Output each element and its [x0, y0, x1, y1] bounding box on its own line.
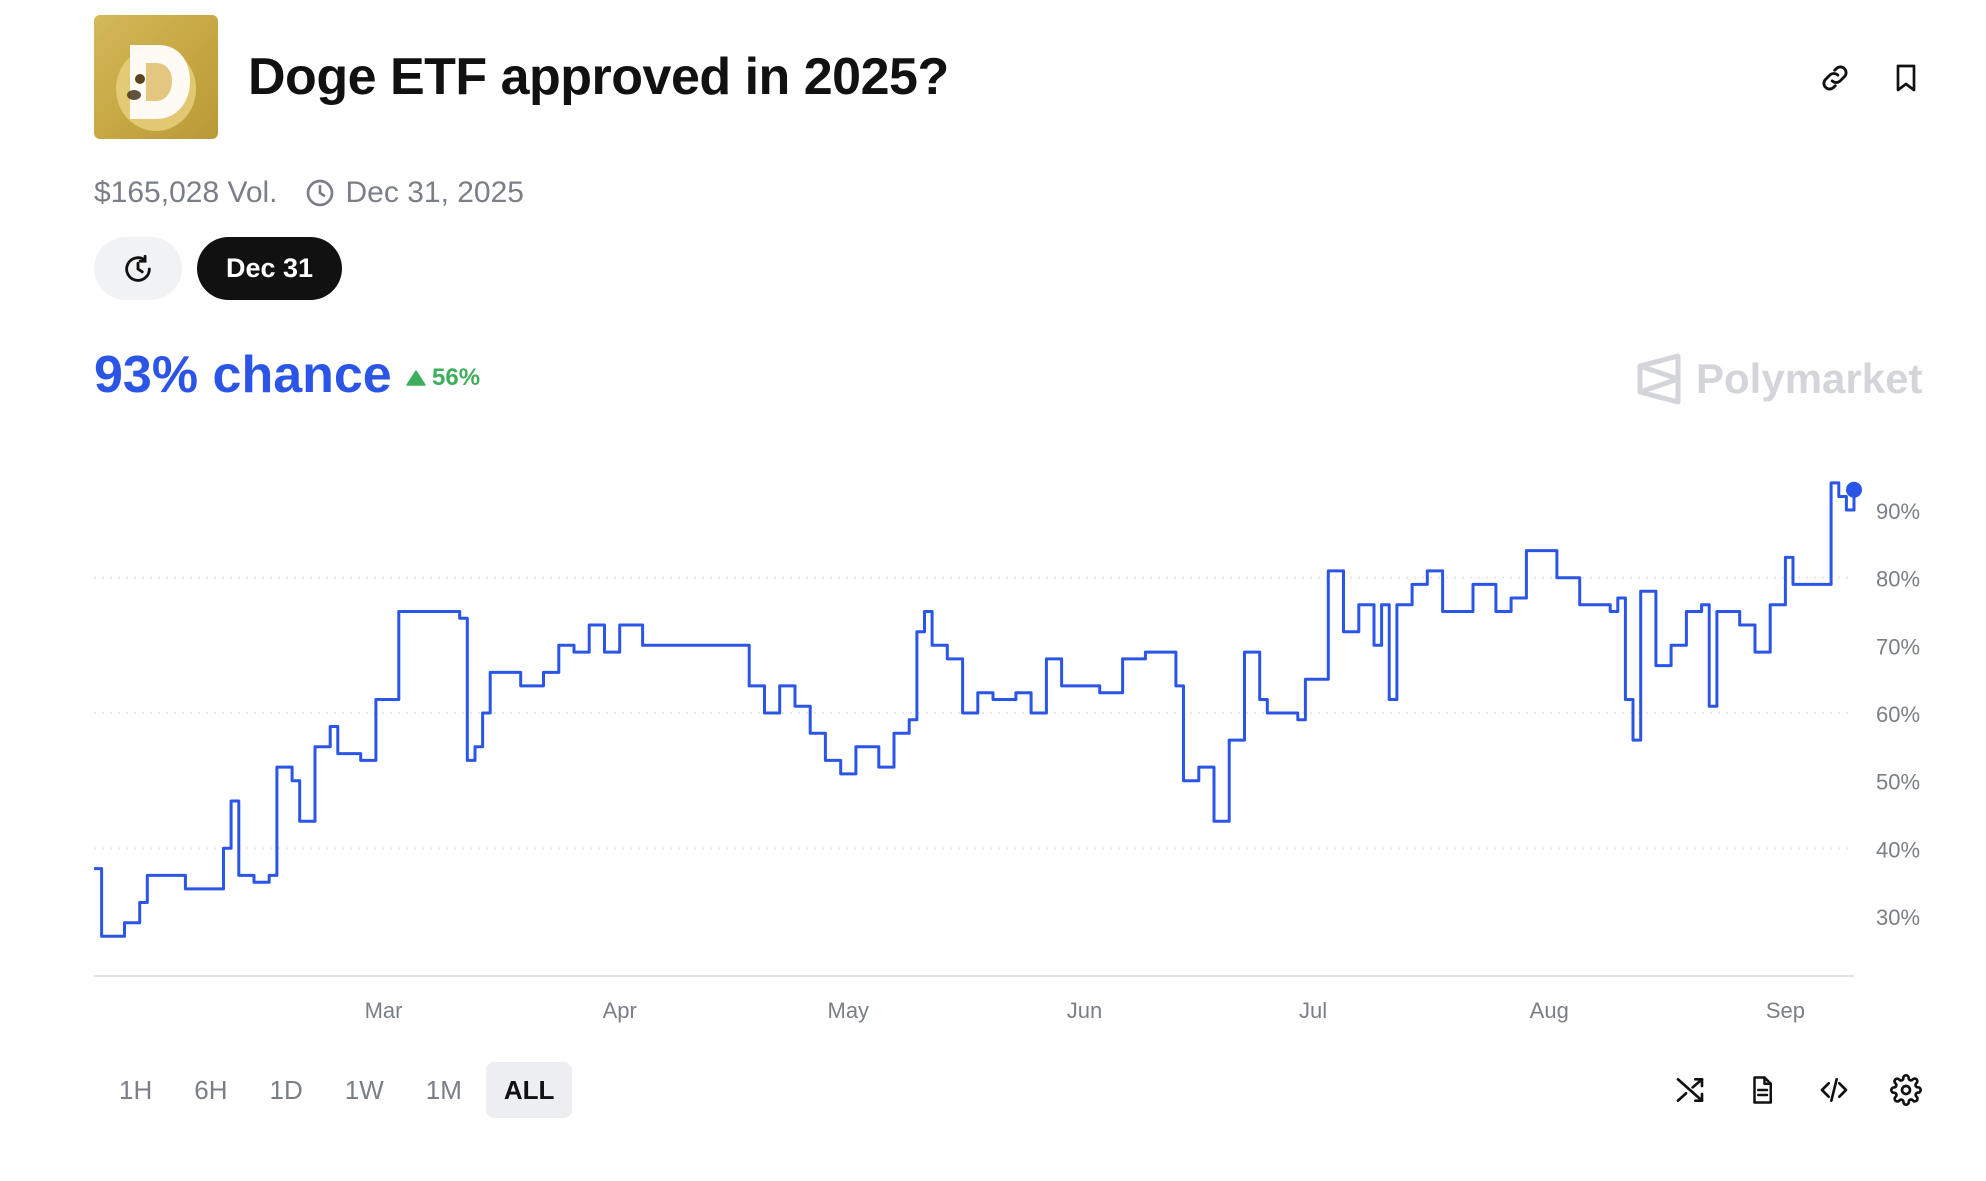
bookmark-button[interactable] [1884, 56, 1928, 100]
volume-label: $165,028 Vol. [94, 176, 278, 209]
x-tick-label: Mar [365, 998, 403, 1023]
date-pill-dec-31[interactable]: Dec 31 [197, 237, 342, 300]
range-6h[interactable]: 6H [194, 1074, 228, 1105]
range-1w[interactable]: 1W [344, 1074, 384, 1105]
x-tick-label: Apr [603, 998, 637, 1023]
range-selector: 1H 6H 1D 1W 1M ALL [101, 1062, 578, 1118]
brand-name: Polymarket [1696, 355, 1923, 402]
document-button[interactable] [1740, 1068, 1784, 1112]
y-tick-label: 30% [1876, 905, 1920, 930]
gear-icon [1890, 1074, 1922, 1106]
x-tick-label: May [828, 998, 870, 1023]
chance-change-value: 56% [432, 364, 481, 391]
range-1m[interactable]: 1M [425, 1074, 462, 1105]
x-tick-label: Aug [1530, 998, 1569, 1023]
x-tick-label: Sep [1766, 998, 1805, 1023]
range-1d[interactable]: 1D [269, 1074, 303, 1105]
copy-link-button[interactable] [1813, 56, 1857, 100]
code-icon [1820, 1078, 1848, 1102]
price-chart: 90% 80% 70% 60% 50% 40% 30% Mar Apr May Jun Jul Aug… [94, 481, 1920, 1023]
range-1h[interactable]: 1H [119, 1074, 153, 1105]
y-tick-label: 90% [1876, 499, 1920, 524]
chance-value: 93% chance [94, 346, 392, 404]
market-logo [94, 15, 218, 139]
settings-button[interactable] [1884, 1068, 1928, 1112]
triangle-up-icon [406, 370, 426, 386]
x-tick-label: Jul [1299, 998, 1327, 1023]
shuffle-icon [1676, 1078, 1704, 1102]
end-date-label: Dec 31, 2025 [345, 176, 524, 209]
polymarket-watermark: Polymarket [1636, 352, 1922, 406]
history-button[interactable] [94, 237, 182, 300]
chance-change: 56% [406, 364, 480, 392]
market-title: Doge ETF approved in 2025? [248, 48, 949, 106]
market-meta: $165,028 Vol. Dec 31, 2025 [94, 172, 524, 214]
bookmark-icon [1896, 64, 1916, 92]
current-value-dot [1846, 481, 1862, 498]
doge-icon [116, 45, 196, 131]
clock-icon [304, 177, 336, 209]
y-tick-label: 40% [1876, 837, 1920, 862]
y-tick-label: 50% [1876, 770, 1920, 795]
y-tick-label: 80% [1876, 567, 1920, 592]
y-tick-label: 70% [1876, 634, 1920, 659]
shuffle-button[interactable] [1668, 1068, 1712, 1112]
range-all[interactable]: ALL [485, 1062, 573, 1118]
polymarket-logo-icon [1637, 353, 1681, 405]
link-icon [1822, 65, 1848, 91]
embed-code-button[interactable] [1812, 1068, 1856, 1112]
series-line [94, 481, 1856, 938]
x-tick-label: Jun [1067, 998, 1102, 1023]
history-icon [125, 254, 151, 282]
y-tick-label: 60% [1876, 702, 1920, 727]
document-icon [1753, 1076, 1772, 1104]
